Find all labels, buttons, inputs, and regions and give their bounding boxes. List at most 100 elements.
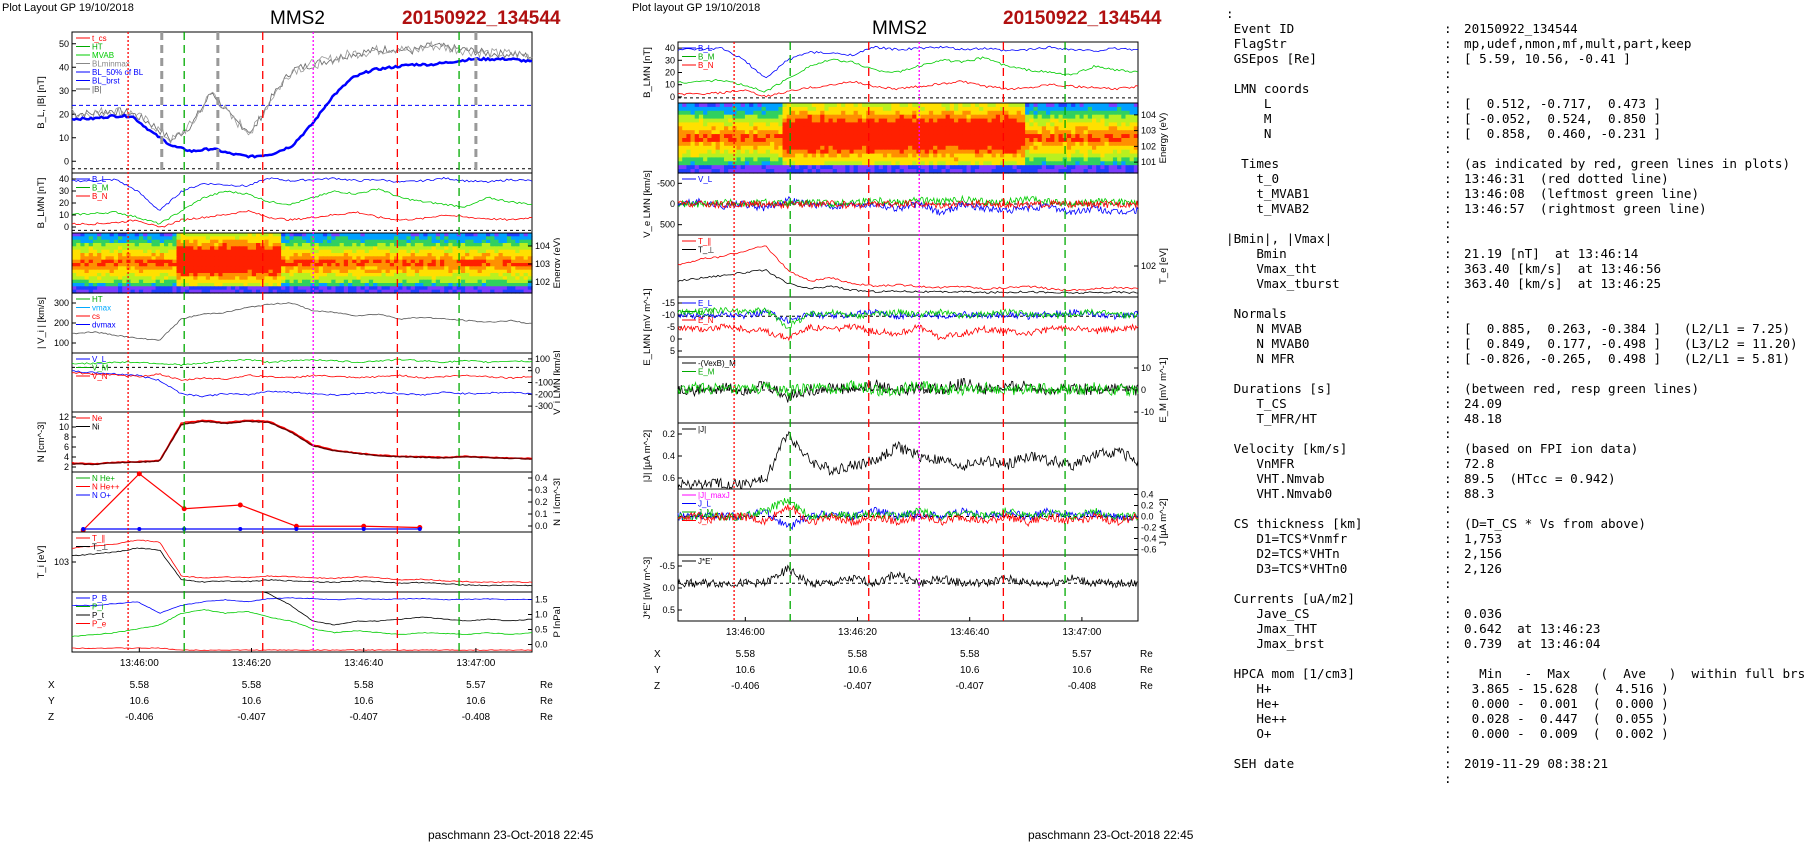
- spectrogram-cell: [473, 243, 479, 247]
- spectrogram-cell: [477, 239, 483, 244]
- spectrogram-cell: [795, 138, 800, 143]
- spectrogram-cell: [118, 276, 123, 281]
- spectrogram-cell: [398, 259, 403, 264]
- spectrogram-cell: [1125, 145, 1131, 151]
- spectrogram-cell: [515, 256, 521, 261]
- spectrogram-cell: [352, 266, 357, 271]
- x-tick-label: 13:47:00: [456, 658, 495, 669]
- spectrogram-cell: [882, 169, 888, 174]
- spectrogram-cell: [189, 283, 194, 287]
- spectrogram-cell: [933, 157, 938, 162]
- spectrogram-cell: [481, 266, 487, 271]
- spectrogram-cell: [1050, 161, 1055, 166]
- spectrogram-cell: [811, 103, 817, 108]
- legend-entry: MVAB: [92, 51, 114, 60]
- spectrogram-cell: [703, 165, 708, 170]
- spectrogram-cell: [134, 239, 140, 244]
- spectrogram-cell: [757, 138, 763, 143]
- spectrogram-cell: [707, 110, 713, 116]
- spectrogram-cell: [928, 106, 934, 112]
- spectrogram-cell: [920, 153, 926, 159]
- spectrogram-cell: [790, 106, 796, 112]
- spectrogram-cell: [724, 161, 729, 166]
- spectrogram-cell: [711, 130, 717, 135]
- spectrogram-cell: [214, 273, 219, 277]
- spectrogram-cell: [1046, 149, 1051, 155]
- spectrogram-cell: [72, 283, 77, 287]
- spectrogram-cell: [1016, 165, 1022, 170]
- spectrogram-cell: [444, 259, 449, 264]
- spectrogram-cell: [172, 256, 178, 261]
- spectrogram-cell: [368, 239, 374, 244]
- spectrogram-cell: [807, 106, 813, 112]
- spectrogram-cell: [1092, 103, 1097, 108]
- spectrogram-cell: [790, 141, 796, 147]
- spectrogram-cell: [807, 153, 813, 159]
- spectrogram-cell: [987, 141, 993, 147]
- spectrogram-cell: [134, 276, 140, 281]
- spectrogram-cell: [979, 122, 984, 127]
- spectrogram-cell: [398, 269, 403, 274]
- spectrogram-cell: [912, 114, 917, 120]
- spectrogram-cell: [1062, 141, 1068, 147]
- spectrogram-cell: [799, 157, 805, 162]
- spectrogram-cell: [882, 103, 888, 108]
- spectrogram-cell: [811, 157, 817, 162]
- spectrogram-cell: [473, 253, 479, 257]
- info-separator: :: [1444, 696, 1452, 711]
- spectrogram-cell: [440, 239, 445, 244]
- spectrogram-cell: [519, 239, 525, 244]
- spectrogram-cell: [719, 103, 725, 108]
- spectrogram-cell: [356, 239, 362, 244]
- spectrogram-cell: [698, 153, 704, 159]
- spectrogram-cell: [448, 259, 454, 264]
- spectrogram-cell: [214, 256, 219, 261]
- spectrogram-cell: [974, 118, 980, 124]
- spectrogram-cell: [778, 106, 784, 112]
- spectrogram-cell: [757, 130, 763, 135]
- spectrogram-cell: [736, 141, 742, 147]
- spectrogram-cell: [732, 130, 738, 135]
- spectrogram-cell: [1025, 130, 1030, 135]
- info-value: mp,udef,nmon,mf,mult,part,keep: [1464, 36, 1692, 51]
- spectrogram-cell: [690, 134, 696, 139]
- spectrogram-cell: [511, 249, 516, 254]
- spectrogram-cell: [151, 286, 157, 291]
- spectrogram-cell: [995, 141, 1001, 147]
- spectrogram-cell: [230, 259, 236, 264]
- spectrogram-cell: [1054, 122, 1060, 127]
- spectrogram-cell: [799, 153, 805, 159]
- spectrogram-cell: [197, 276, 203, 281]
- spectrogram-cell: [343, 239, 349, 244]
- spectrogram-cell: [373, 286, 378, 291]
- info-separator: :: [1444, 726, 1452, 741]
- spectrogram-cell: [678, 103, 683, 108]
- spectrogram-cell: [406, 279, 412, 284]
- spectrogram-cell: [410, 246, 416, 251]
- spectrogram-cell: [448, 273, 454, 277]
- spectrogram-cell: [903, 130, 909, 135]
- spectrogram-cell: [126, 286, 132, 291]
- spectrogram-cell: [1033, 165, 1039, 170]
- spectrogram-cell: [857, 122, 863, 127]
- spectrogram-cell: [92, 239, 98, 244]
- spectrogram-cell: [159, 279, 165, 284]
- y-tick-label: 10: [1141, 363, 1151, 373]
- spectrogram-cell: [1037, 114, 1043, 120]
- spectrogram-cell: [502, 273, 508, 277]
- spectrogram-cell: [1046, 106, 1051, 112]
- spectrogram-cell: [214, 286, 219, 291]
- spectrogram-cell: [983, 145, 989, 151]
- spectrogram-cell: [256, 279, 261, 284]
- spectrogram-cell: [690, 157, 696, 162]
- spectrogram-cell: [176, 243, 182, 247]
- spectrogram-cell: [1087, 141, 1093, 147]
- spectrogram-cell: [218, 233, 224, 237]
- spectrogram-cell: [389, 286, 395, 291]
- spectrogram-cell: [352, 246, 357, 251]
- spectrogram-cell: [490, 239, 495, 244]
- spectrogram-cell: [122, 289, 127, 294]
- spectrogram-cell: [1012, 149, 1018, 155]
- spectrogram-cell: [1075, 118, 1081, 124]
- info-separator: :: [1444, 756, 1452, 771]
